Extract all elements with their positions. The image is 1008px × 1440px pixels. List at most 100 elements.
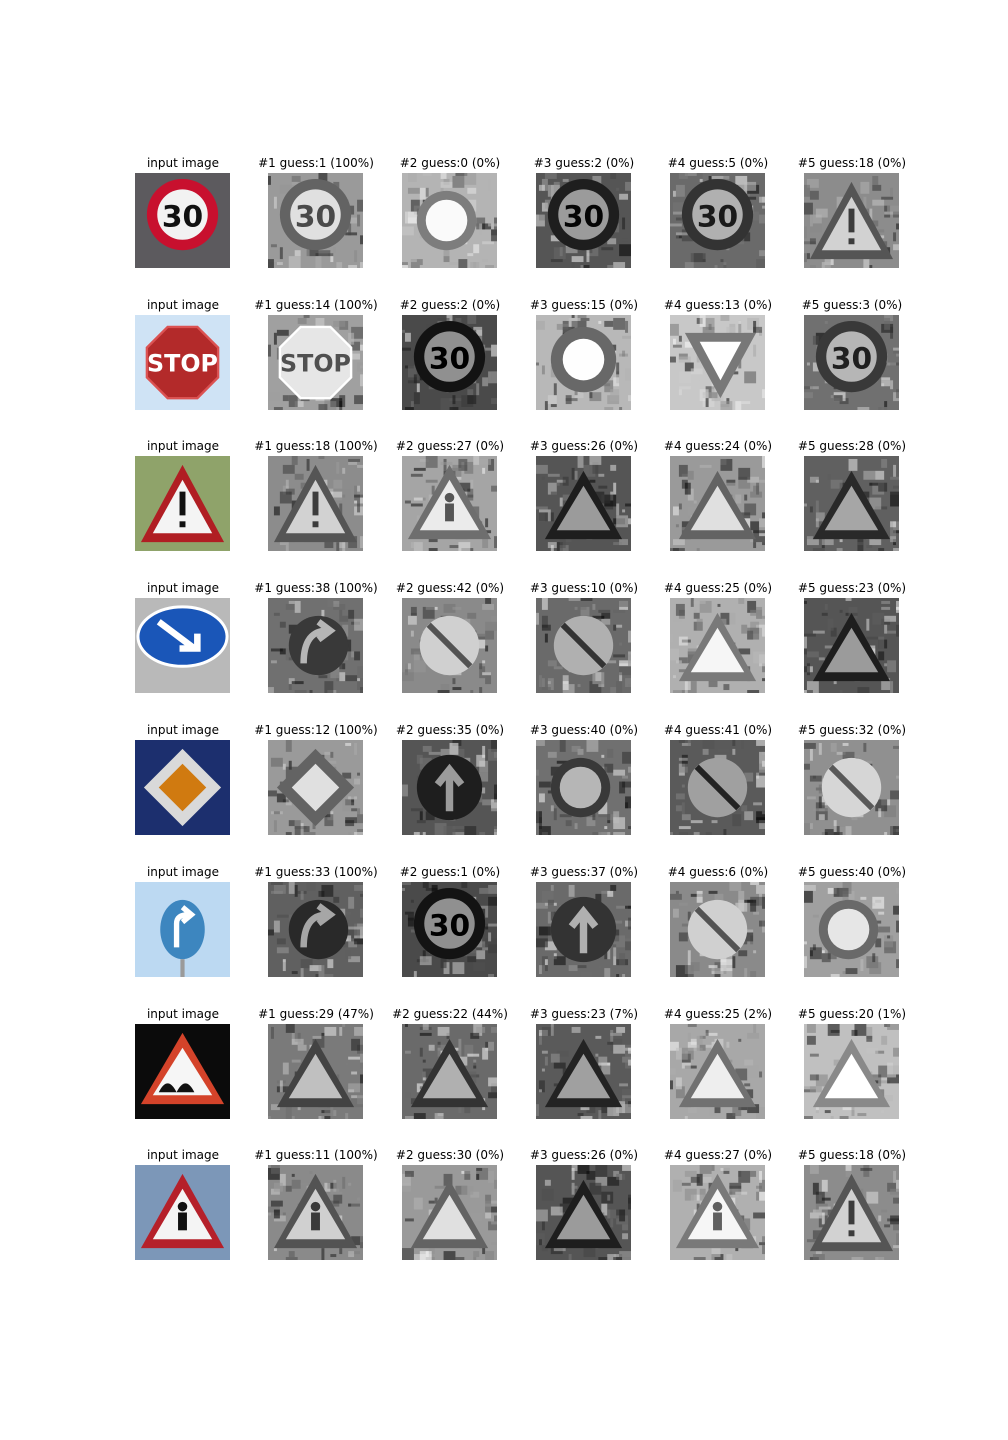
- guess-4-panel: #4 guess:25 (0%): [643, 581, 793, 699]
- guess-1-caption: #1 guess:33 (100%): [254, 865, 378, 879]
- svg-text:30: 30: [429, 907, 470, 942]
- guess-1-panel: #1 guess:14 (100%) STOP: [241, 298, 391, 416]
- guess-4-panel: #4 guess:25 (2%): [643, 1007, 793, 1125]
- guess-2-panel: #2 guess:2 (0%) 30: [375, 298, 525, 416]
- svg-text:30: 30: [831, 340, 872, 375]
- sign-shape: [276, 1038, 355, 1108]
- sign-shape: [419, 615, 480, 676]
- guess-1-panel: #1 guess:29 (47%): [241, 1007, 391, 1125]
- guess-5-sample-image: [804, 456, 899, 551]
- guess-4-sample-image: [670, 882, 765, 977]
- input-sign-image: [135, 1165, 230, 1260]
- guess-3-sample-image: [536, 740, 631, 835]
- guess-3-sample-image: 30: [536, 173, 631, 268]
- guess-2-sample-image: [402, 456, 497, 551]
- guess-2-caption: #2 guess:35 (0%): [395, 723, 505, 737]
- guess-4-panel: #4 guess:27 (0%): [643, 1148, 793, 1266]
- guess-3-caption: #3 guess:37 (0%): [529, 865, 639, 879]
- sign-shape: [684, 332, 757, 399]
- guess-4-caption: #4 guess:24 (0%): [663, 439, 773, 453]
- guess-5-sample-image: [804, 740, 899, 835]
- guess-4-sample-image: [670, 1024, 765, 1119]
- guess-4-caption: #4 guess:27 (0%): [663, 1148, 773, 1162]
- guess-3-caption: #3 guess:40 (0%): [529, 723, 639, 737]
- input-sign-image: [135, 456, 230, 551]
- guess-3-panel: #3 guess:26 (0%): [509, 439, 659, 557]
- guess-1-caption: #1 guess:1 (100%): [258, 156, 374, 170]
- guess-1-caption: #1 guess:11 (100%): [254, 1148, 378, 1162]
- guess-2-panel: #2 guess:30 (0%): [375, 1148, 525, 1266]
- svg-text:30: 30: [162, 198, 203, 233]
- guess-2-sample-image: [402, 740, 497, 835]
- sign-shape: 30: [815, 320, 888, 393]
- sign-shape: 30: [547, 178, 620, 251]
- sign-shape: [143, 748, 222, 827]
- guess-4-caption: #4 guess:25 (2%): [663, 1007, 773, 1021]
- sign-shape: [812, 612, 891, 682]
- input-image-caption: input image: [146, 723, 220, 737]
- svg-text:30: 30: [429, 340, 470, 375]
- guess-3-caption: #3 guess:26 (0%): [529, 1148, 639, 1162]
- guess-2-panel: #2 guess:35 (0%): [375, 723, 525, 841]
- svg-text:30: 30: [697, 198, 738, 233]
- sign-shape: [407, 464, 492, 540]
- guess-2-sample-image: [402, 1024, 497, 1119]
- sign-shape: [410, 1038, 489, 1108]
- guess-4-sample-image: 30: [670, 173, 765, 268]
- input-image-panel: input image: [108, 865, 258, 983]
- input-image-panel: input image: [108, 1148, 258, 1266]
- guess-4-caption: #4 guess:41 (0%): [663, 723, 773, 737]
- guess-3-panel: #3 guess:10 (0%): [509, 581, 659, 699]
- guess-4-panel: #4 guess:13 (0%): [643, 298, 793, 416]
- guess-5-caption: #5 guess:40 (0%): [797, 865, 907, 879]
- sign-shape: STOP: [278, 325, 353, 400]
- sign-shape: [140, 464, 225, 543]
- input-sign-image: STOP: [135, 315, 230, 410]
- sign-shape: [553, 615, 614, 676]
- sign-shape: [416, 754, 483, 821]
- input-image-caption: input image: [146, 865, 220, 879]
- sign-shape: [687, 899, 748, 960]
- sign-shape: [687, 757, 748, 818]
- sign-shape: 30: [279, 178, 352, 251]
- guess-2-sample-image: [402, 173, 497, 268]
- guess-5-panel: #5 guess:28 (0%): [777, 439, 927, 557]
- sign-shape: [678, 470, 757, 540]
- sign-shape: [288, 899, 349, 960]
- sign-shape: [544, 470, 623, 540]
- sign-shape: [544, 1179, 623, 1249]
- guess-3-sample-image: [536, 598, 631, 693]
- input-image-caption: input image: [146, 156, 220, 170]
- guess-2-caption: #2 guess:22 (44%): [392, 1007, 508, 1021]
- guess-4-sample-image: [670, 315, 765, 410]
- input-image-panel: input image STOP: [108, 298, 258, 416]
- input-sign-image: 30: [135, 173, 230, 268]
- guess-4-sample-image: [670, 740, 765, 835]
- sign-shape: [160, 899, 205, 977]
- sign-shape: [416, 190, 477, 251]
- sign-shape: 30: [681, 178, 754, 251]
- guess-4-sample-image: [670, 456, 765, 551]
- guess-4-panel: #4 guess:5 (0%) 30: [643, 156, 793, 274]
- input-image-panel: input image: [108, 723, 258, 841]
- sign-shape: [140, 1173, 225, 1249]
- guess-1-caption: #1 guess:38 (100%): [254, 581, 378, 595]
- sign-shape: [812, 470, 891, 540]
- guess-5-sample-image: [804, 598, 899, 693]
- sign-shape: [136, 605, 229, 668]
- sign-shape: [550, 757, 611, 818]
- input-image-caption: input image: [146, 298, 220, 312]
- guess-5-caption: #5 guess:3 (0%): [801, 298, 903, 312]
- guess-5-caption: #5 guess:32 (0%): [797, 723, 907, 737]
- sign-shape: [273, 1173, 358, 1249]
- sign-shape: [678, 1038, 757, 1108]
- guess-1-panel: #1 guess:12 (100%): [241, 723, 391, 841]
- sign-shape: [818, 899, 879, 960]
- guess-1-panel: #1 guess:33 (100%): [241, 865, 391, 983]
- guess-1-panel: #1 guess:1 (100%) 30: [241, 156, 391, 274]
- guess-3-panel: #3 guess:15 (0%): [509, 298, 659, 416]
- guess-4-caption: #4 guess:25 (0%): [663, 581, 773, 595]
- guess-1-sample-image: 30: [268, 173, 363, 268]
- guess-1-sample-image: [268, 598, 363, 693]
- guess-5-caption: #5 guess:23 (0%): [797, 581, 907, 595]
